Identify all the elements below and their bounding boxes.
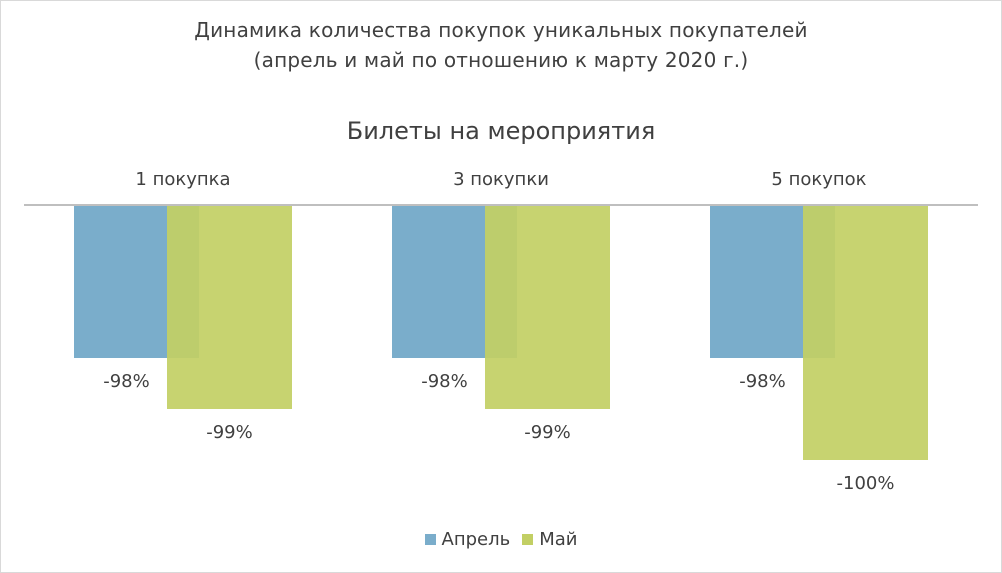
data-label-may-5-purchases: -100%	[837, 473, 895, 494]
data-label-april-1-purchase: -98%	[103, 371, 150, 392]
legend-swatch-may	[522, 534, 534, 545]
legend: Апрель Май	[0, 529, 1002, 550]
legend-label-may: Май	[539, 529, 578, 550]
legend-swatch-april	[424, 534, 436, 545]
legend-item-april: Апрель	[424, 529, 511, 550]
bar-may-1-purchase	[167, 205, 292, 409]
legend-item-may: Май	[522, 529, 577, 550]
data-label-april-3-purchases: -98%	[421, 371, 468, 392]
category-label-3-purchases: 3 покупки	[453, 169, 549, 190]
chart-title-line1: Динамика количества покупок уникальных п…	[194, 18, 808, 42]
chart-subtitle: Билеты на мероприятия	[346, 117, 656, 145]
category-label-5-purchases: 5 покупок	[771, 169, 866, 190]
data-label-may-3-purchases: -99%	[524, 422, 571, 443]
bar-may-5-purchases	[803, 205, 928, 460]
data-label-april-5-purchases: -98%	[739, 371, 786, 392]
category-label-1-purchase: 1 покупка	[135, 169, 230, 190]
chart-title-line2: (апрель и май по отношению к марту 2020 …	[253, 48, 749, 72]
data-label-may-1-purchase: -99%	[206, 422, 253, 443]
bar-may-3-purchases	[485, 205, 610, 409]
legend-label-april: Апрель	[441, 529, 511, 550]
